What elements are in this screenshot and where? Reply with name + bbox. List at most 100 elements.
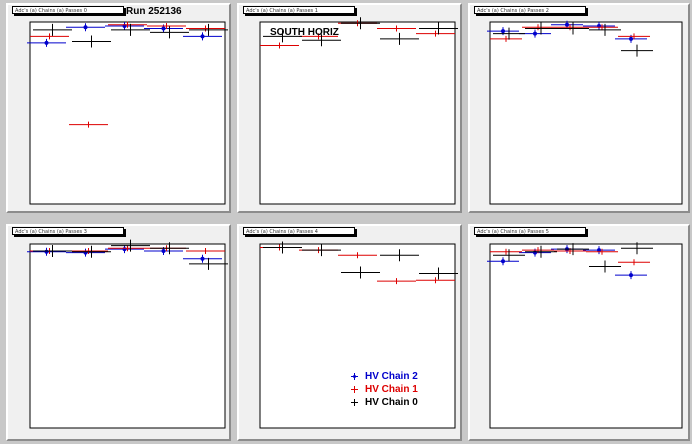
data-point (615, 271, 647, 280)
plot-frame (489, 21, 683, 205)
panel-title: Adc's (a) Chains (a) Passes 1 (243, 6, 355, 14)
data-marker (533, 31, 537, 36)
panel-1: Adc's (a) Chains (a) Passes 0 (6, 3, 231, 213)
data-point (525, 22, 557, 35)
data-point (377, 278, 416, 285)
legend: HV Chain 2 HV Chain 1 HV Chain 0 (345, 370, 445, 409)
data-point (189, 23, 228, 36)
data-point (586, 248, 618, 255)
data-point (69, 247, 108, 254)
legend-entry-chain-2: HV Chain 2 (345, 370, 445, 383)
data-point (263, 30, 302, 43)
plot-svg (259, 17, 458, 205)
data-point (186, 247, 225, 254)
plot-frame (489, 243, 683, 429)
data-point (493, 249, 525, 262)
data-point (586, 24, 618, 31)
data-point (33, 23, 72, 36)
data-point (493, 27, 525, 40)
data-point (111, 23, 150, 36)
plot-svg (27, 239, 228, 429)
panel-3: Adc's (a) Chains (a) Passes 2 (468, 3, 690, 213)
data-point (557, 243, 589, 256)
panel-title: Adc's (a) Chains (a) Passes 0 (12, 6, 124, 14)
panel-6: Adc's (a) Chains (a) Passes 5 (468, 224, 690, 441)
data-point (144, 24, 183, 33)
plot-svg (259, 241, 458, 429)
data-marker (44, 249, 49, 254)
data-point (189, 257, 228, 270)
data-point (341, 266, 380, 279)
data-point (621, 242, 653, 255)
legend-label: HV Chain 2 (365, 371, 418, 382)
data-point (618, 33, 650, 40)
plot-svg (487, 242, 683, 429)
data-point (416, 277, 455, 284)
panel-title: Adc's (a) Chains (a) Passes 5 (474, 227, 586, 235)
data-marker (161, 248, 166, 253)
data-point (72, 35, 111, 48)
data-point (380, 32, 419, 45)
data-point (338, 252, 377, 259)
plot-frame (259, 21, 456, 205)
data-point (186, 25, 225, 32)
data-marker (200, 256, 205, 261)
data-marker (565, 22, 569, 27)
data-point (147, 23, 186, 30)
data-point (302, 244, 341, 257)
data-marker (161, 26, 166, 31)
panel-5: Adc's (a) Chains (a) Passes 4 (237, 224, 462, 441)
data-point (150, 242, 189, 255)
data-point (108, 245, 147, 252)
panel-4: Adc's (a) Chains (a) Passes 3 (6, 224, 231, 441)
data-point (621, 44, 653, 57)
data-point (487, 257, 519, 266)
data-marker (501, 29, 505, 34)
data-point (260, 42, 299, 49)
data-marker (629, 36, 633, 41)
south-horiz-label: SOUTH HORIZ (270, 27, 339, 38)
data-point (522, 24, 554, 31)
legend-entry-chain-1: HV Chain 1 (345, 383, 445, 396)
data-marker (629, 273, 633, 278)
data-point (419, 22, 458, 35)
data-point (111, 239, 150, 252)
data-marker (44, 40, 49, 45)
data-point (150, 26, 189, 39)
data-point (33, 244, 72, 257)
panel-title: Adc's (a) Chains (a) Passes 3 (12, 227, 124, 235)
data-point (416, 30, 455, 37)
data-point (72, 245, 111, 258)
panel-title: Adc's (a) Chains (a) Passes 2 (474, 6, 586, 14)
data-point (69, 121, 108, 128)
data-point (419, 267, 458, 280)
plot-frame (29, 21, 226, 205)
data-point (618, 259, 650, 266)
legend-label: HV Chain 1 (365, 384, 418, 395)
data-point (263, 241, 302, 254)
data-point (183, 32, 222, 41)
data-point (27, 38, 66, 47)
data-point (183, 254, 222, 263)
data-point (108, 21, 147, 28)
data-point (554, 24, 586, 31)
data-point (551, 20, 583, 29)
data-point (557, 22, 589, 35)
data-marker (501, 259, 505, 264)
data-point (377, 25, 416, 32)
data-point (490, 248, 522, 255)
legend-entry-chain-0: HV Chain 0 (345, 396, 445, 409)
data-point (380, 249, 419, 262)
data-point (583, 246, 615, 255)
data-point (341, 17, 380, 30)
data-point (30, 33, 69, 40)
plot-frame (29, 243, 226, 429)
legend-label: HV Chain 0 (365, 397, 418, 408)
run-label: Run 252136 (126, 6, 182, 17)
data-point (299, 33, 338, 40)
data-marker (597, 248, 601, 253)
marker-icon (345, 396, 365, 409)
plot-frame (259, 243, 456, 429)
data-point (589, 23, 621, 36)
